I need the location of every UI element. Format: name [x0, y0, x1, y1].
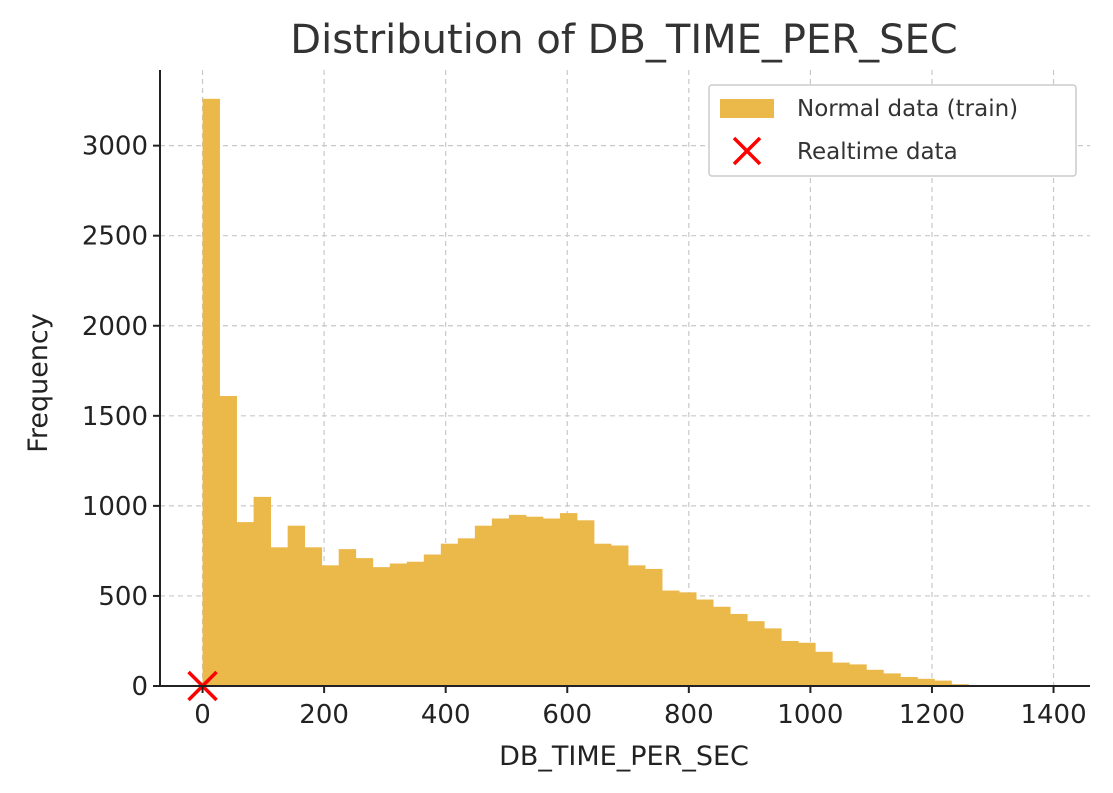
legend-x-icon — [732, 136, 762, 166]
histogram-bar — [628, 565, 646, 686]
histogram-bar — [372, 567, 391, 686]
histogram-bar — [696, 599, 714, 686]
histogram-bar — [559, 513, 578, 686]
y-tick-label: 1500 — [82, 402, 148, 432]
histogram-bar — [576, 520, 595, 686]
histogram-bar — [304, 547, 323, 686]
histogram-bar — [270, 547, 289, 686]
histogram-bar — [287, 525, 306, 686]
y-tick-label: 500 — [98, 582, 148, 612]
histogram-bar — [730, 613, 748, 686]
histogram-bar — [645, 568, 663, 686]
legend: Normal data (train) Realtime data — [708, 84, 1077, 177]
histogram-bar — [423, 554, 442, 686]
histogram-bar — [355, 558, 374, 686]
x-tick-label: 1400 — [1020, 700, 1086, 730]
y-axis-label: Frequency — [23, 313, 54, 453]
histogram-bar — [934, 680, 952, 686]
histogram-bar — [321, 565, 340, 686]
x-tick-label: 600 — [542, 700, 592, 730]
histogram-bar — [781, 640, 799, 686]
histogram-bar — [338, 549, 357, 686]
legend-marker-realtime — [732, 136, 762, 166]
histogram-bar — [406, 561, 425, 686]
histogram-bar — [764, 628, 782, 686]
histogram-bar — [525, 516, 544, 686]
histogram-bar — [202, 98, 220, 686]
histogram-bar — [815, 651, 833, 686]
x-tick-label: 800 — [664, 700, 714, 730]
histogram-bar — [219, 396, 237, 686]
histogram-bar — [491, 518, 510, 686]
histogram-bar — [542, 518, 561, 686]
histogram-bar — [236, 522, 255, 686]
x-axis-label: DB_TIME_PER_SEC — [499, 741, 749, 772]
chart-title: Distribution of DB_TIME_PER_SEC — [290, 17, 957, 63]
y-tick-label: 2000 — [82, 312, 148, 342]
histogram-bar — [457, 538, 476, 686]
legend-swatch-train — [720, 99, 774, 118]
histogram-bar — [866, 669, 884, 686]
histogram-bar — [440, 543, 459, 686]
y-axis-ticks: 0 500 1000 1500 2000 2500 3000 — [82, 132, 160, 702]
histogram-bar — [900, 676, 918, 686]
y-tick-label: 0 — [131, 672, 148, 702]
x-tick-label: 200 — [299, 700, 349, 730]
x-tick-label: 400 — [421, 700, 471, 730]
histogram-bar — [389, 563, 408, 686]
legend-label-train: Normal data (train) — [797, 96, 1018, 122]
histogram-bar — [832, 662, 850, 686]
histogram-bar — [611, 545, 629, 686]
histogram-bar — [594, 543, 612, 686]
histogram-bars — [202, 98, 1020, 686]
y-tick-label: 1000 — [82, 492, 148, 522]
legend-label-realtime: Realtime data — [797, 139, 958, 165]
histogram-bar — [917, 678, 935, 686]
histogram-bar — [679, 592, 697, 686]
legend-box — [708, 84, 1077, 177]
x-tick-label: 1000 — [777, 700, 843, 730]
histogram-bar — [508, 514, 527, 686]
histogram-bar — [253, 496, 272, 686]
histogram-bar — [798, 642, 816, 686]
histogram-bar — [747, 621, 765, 686]
histogram-bar — [713, 606, 731, 686]
histogram-bar — [883, 673, 901, 686]
axes — [159, 70, 1090, 687]
x-axis-ticks: 0 200 400 600 800 1000 1200 1400 — [194, 686, 1087, 730]
x-tick-label: 0 — [194, 700, 211, 730]
histogram-bar — [662, 590, 680, 686]
y-tick-label: 2500 — [82, 222, 148, 252]
histogram-bar — [849, 664, 867, 686]
y-tick-label: 3000 — [82, 132, 148, 162]
histogram-bar — [474, 525, 493, 686]
x-tick-label: 1200 — [899, 700, 965, 730]
